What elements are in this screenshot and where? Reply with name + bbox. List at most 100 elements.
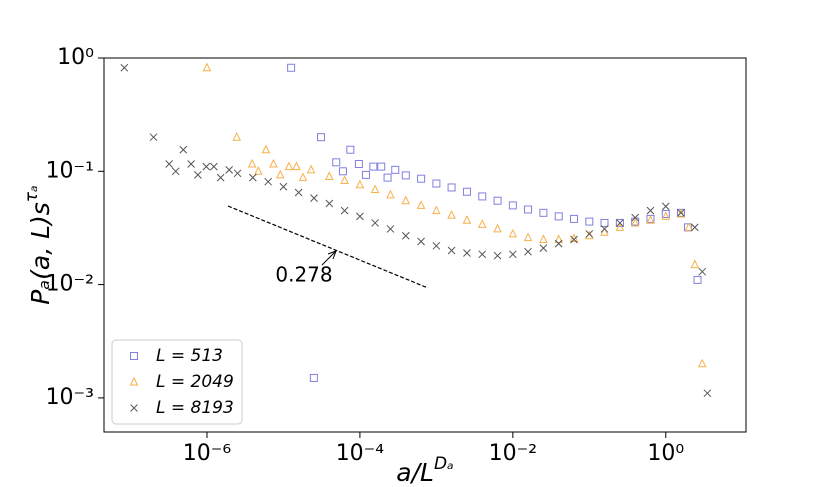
point bbox=[356, 212, 364, 221]
point bbox=[508, 250, 517, 259]
point bbox=[165, 160, 173, 168]
legend-label: L = 2049 bbox=[156, 372, 234, 392]
point bbox=[317, 133, 326, 142]
point bbox=[463, 249, 471, 257]
point bbox=[615, 218, 624, 227]
point bbox=[261, 144, 271, 154]
point bbox=[630, 217, 640, 227]
point bbox=[309, 373, 318, 382]
point bbox=[202, 162, 211, 171]
point bbox=[287, 63, 296, 72]
point bbox=[386, 225, 395, 233]
point bbox=[539, 244, 548, 252]
point bbox=[416, 200, 426, 209]
point bbox=[570, 235, 578, 244]
y-tick-label: 10⁻² bbox=[46, 272, 94, 297]
point bbox=[600, 225, 609, 233]
point bbox=[401, 195, 411, 205]
point bbox=[432, 179, 441, 188]
point bbox=[338, 167, 347, 176]
point bbox=[340, 206, 349, 215]
point bbox=[216, 173, 225, 182]
legend-label: L = 513 bbox=[156, 346, 223, 366]
point bbox=[462, 187, 471, 196]
point bbox=[355, 179, 365, 189]
point bbox=[284, 161, 294, 171]
x-tick-label: 10⁻² bbox=[489, 441, 537, 466]
point bbox=[325, 199, 334, 208]
point bbox=[179, 145, 188, 154]
point bbox=[383, 173, 392, 182]
point bbox=[661, 202, 670, 211]
point bbox=[310, 194, 318, 202]
point bbox=[432, 241, 441, 250]
point bbox=[569, 233, 579, 243]
point bbox=[264, 177, 273, 186]
point bbox=[690, 259, 700, 269]
point bbox=[493, 223, 502, 233]
point bbox=[298, 172, 308, 182]
point bbox=[698, 267, 707, 276]
point bbox=[391, 165, 400, 174]
plot-frame bbox=[103, 57, 747, 433]
point bbox=[524, 247, 532, 256]
point bbox=[279, 182, 288, 191]
arrow-head bbox=[327, 250, 337, 260]
point bbox=[646, 215, 655, 224]
point bbox=[370, 184, 380, 194]
point bbox=[585, 217, 594, 226]
point bbox=[232, 132, 242, 141]
point bbox=[325, 171, 334, 180]
point bbox=[631, 213, 640, 222]
point bbox=[703, 389, 712, 398]
x-label-sup: Dₐ bbox=[434, 454, 454, 474]
point bbox=[247, 158, 257, 168]
point bbox=[478, 192, 487, 201]
point bbox=[447, 246, 456, 255]
point bbox=[462, 215, 472, 224]
point bbox=[697, 358, 707, 368]
point bbox=[693, 275, 702, 284]
point bbox=[690, 223, 699, 232]
annotation: 0.278 bbox=[275, 263, 332, 287]
x-tick-label: 10⁻⁶ bbox=[183, 441, 232, 466]
point bbox=[524, 205, 533, 214]
legend-label: L = 8193 bbox=[156, 398, 234, 418]
point bbox=[570, 214, 579, 223]
point bbox=[676, 208, 686, 218]
point bbox=[346, 145, 355, 154]
y-label-sup: τₐ bbox=[22, 185, 42, 202]
point bbox=[332, 158, 341, 167]
point bbox=[149, 133, 158, 142]
point bbox=[248, 173, 257, 182]
point bbox=[554, 234, 564, 244]
point bbox=[523, 232, 533, 242]
point bbox=[171, 167, 180, 176]
point bbox=[254, 166, 263, 175]
point bbox=[210, 162, 218, 171]
point bbox=[340, 175, 349, 184]
point bbox=[401, 231, 410, 240]
point bbox=[554, 212, 563, 221]
slope-guide bbox=[227, 205, 429, 289]
point bbox=[554, 239, 563, 248]
point bbox=[478, 250, 487, 259]
point bbox=[225, 165, 234, 174]
point bbox=[508, 201, 517, 210]
point bbox=[371, 219, 379, 227]
legend-box bbox=[111, 339, 243, 425]
x-label-base: a/L bbox=[396, 458, 434, 487]
legend-marker bbox=[130, 352, 138, 360]
point bbox=[493, 196, 502, 205]
point bbox=[677, 208, 685, 217]
point bbox=[600, 218, 609, 227]
point bbox=[584, 230, 594, 240]
point bbox=[508, 228, 518, 238]
point bbox=[194, 171, 202, 179]
point bbox=[276, 169, 285, 179]
x-tick-label: 10⁻⁴ bbox=[336, 441, 385, 466]
x-axis-label: a/LDₐ bbox=[396, 454, 453, 487]
point bbox=[447, 183, 456, 192]
y-tick-label: 10⁻¹ bbox=[46, 158, 94, 183]
